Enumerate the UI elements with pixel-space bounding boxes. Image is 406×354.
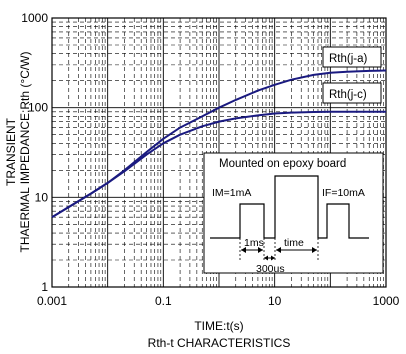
series-label-jc: Rth(j-c) <box>329 89 367 101</box>
y-axis-label-line2: THAERMAL IMPEDANCE:Rth (°C/W) <box>18 51 32 252</box>
inset-title: Mounted on epoxy board <box>219 158 346 170</box>
x-tick-label: 0.001 <box>37 294 67 308</box>
x-tick-labels: 0.001 0.1 10 1000 <box>37 294 400 308</box>
x-axis-label: TIME:t(s) <box>194 319 243 333</box>
series-label-ja: Rth(j-a) <box>329 53 368 65</box>
inset-300us-label: 300us <box>256 263 285 275</box>
inset-im-label: IM=1mA <box>212 187 251 199</box>
x-tick-label: 1000 <box>373 294 400 308</box>
x-tick-label: 10 <box>268 294 282 308</box>
inset-box <box>204 153 383 273</box>
y-tick-label: 1 <box>41 280 48 294</box>
x-tick-label: 0.1 <box>155 294 172 308</box>
inset-1ms-label: 1ms <box>244 237 264 249</box>
inset-diagram: Mounted on epoxy board IM=1mA IF=10mA 1m… <box>204 153 383 275</box>
inset-if-label: IF=10mA <box>322 187 365 199</box>
y-tick-label: 1000 <box>21 11 48 25</box>
inset-time-label: time <box>284 237 304 249</box>
chart-title: Rth-t CHARACTERISTICS <box>148 336 291 350</box>
y-axis-label-line1: TRANSIENT <box>4 117 18 186</box>
y-tick-label: 10 <box>35 190 49 204</box>
